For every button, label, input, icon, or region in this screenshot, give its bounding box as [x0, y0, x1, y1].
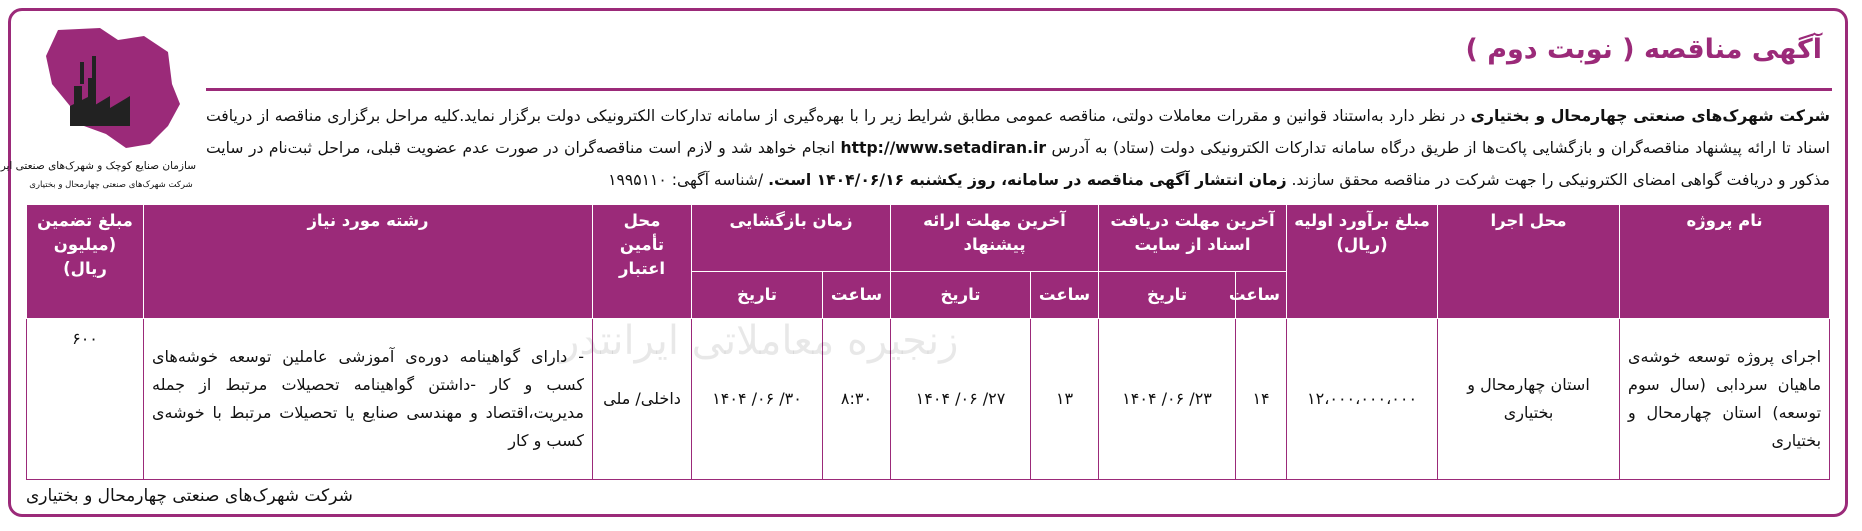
- subheader-cell: ساعت: [1229, 271, 1288, 319]
- receive-time: ۱۴: [1235, 318, 1288, 480]
- logo-company: شرکت شهرک‌های صنعتی چهارمحال و بختیاری: [29, 180, 193, 190]
- intro-text: انجام خواهد شد و لازم است مناقصه‌گران در…: [206, 139, 1830, 189]
- header-cell: مبلغ تضمین (میلیون ریال): [26, 204, 144, 319]
- header-cell: آخرین مهلت دریافت اسناد از سایت: [1098, 204, 1288, 272]
- header-cell: زمان بازگشایی: [690, 204, 892, 272]
- funding: داخلی/ ملی: [592, 318, 692, 480]
- open-time: ۸:۳۰: [822, 318, 892, 480]
- header-cell: محل اجرا: [1437, 204, 1621, 319]
- subheader-cell: تاریخ: [890, 271, 1032, 319]
- receive-date: ۱۴۰۴ /۰۶ /۲۳: [1098, 318, 1237, 480]
- intro-text: در نظر دارد به‌استناد قوانین و مقررات مع…: [206, 107, 1831, 157]
- data-row: اجرای پروژه توسعه خوشه‌ی ماهیان سردابی (…: [26, 318, 1831, 480]
- header-cell: مبلغ برآورد اولیه (ریال): [1286, 204, 1439, 319]
- tender-table: نام پروژه محل اجرا مبلغ برآورد اولیه (ری…: [26, 204, 1831, 480]
- logo-org: سازمان صنایع کوچک و شهرک‌های صنعتی ایران: [0, 160, 196, 172]
- header-cell: نام پروژه: [1619, 204, 1831, 319]
- header-row: نام پروژه محل اجرا مبلغ برآورد اولیه (ری…: [26, 204, 1831, 319]
- intro-publish: زمان انتشار آگهی مناقصه در سامانه، روز ی…: [768, 171, 1287, 189]
- project-name: اجرای پروژه توسعه خوشه‌ی ماهیان سردابی (…: [1619, 318, 1831, 480]
- submit-date: ۱۴۰۴ /۰۶ /۲۷: [890, 318, 1032, 480]
- intro-text: /شناسه آگهی: ۱۹۹۵۱۱۰: [608, 171, 769, 189]
- submit-time: ۱۳: [1030, 318, 1100, 480]
- location: استان چهارمحال و بختیاری: [1437, 318, 1621, 480]
- guarantee: ۶۰۰: [26, 318, 144, 480]
- header-cell: آخرین مهلت ارائه پیشنهاد: [890, 204, 1100, 272]
- requirements: - دارای گواهینامه دوره‌ی آموزشی عاملین ت…: [143, 318, 593, 480]
- logo: [46, 28, 180, 148]
- subheader-cell: ساعت: [1030, 271, 1100, 319]
- header-cell: رشته مورد نیاز: [143, 204, 593, 319]
- open-date: ۱۴۰۴ /۰۶ /۳۰: [690, 318, 824, 480]
- subheader-row: ساعت تاریخ ساعت تاریخ ساعت تاریخ: [27, 271, 1830, 319]
- footer: شرکت شهرک‌های صنعتی چهارمحال و بختیاری: [26, 486, 353, 506]
- intro-company: شرکت شهرک‌های صنعتی چهارمحال و بختیاری: [1470, 107, 1830, 125]
- notice-title: آگهی مناقصه ( نوبت دوم ): [1465, 34, 1822, 65]
- title-rule: [206, 88, 1832, 91]
- subheader-cell: تاریخ: [690, 271, 824, 319]
- subheader-cell: ساعت: [822, 271, 892, 319]
- subheader-cell: تاریخ: [1098, 271, 1237, 319]
- intro-url: http://www.setadiran.ir: [840, 139, 1047, 157]
- header-cell: محل تأمین اعتبار: [592, 204, 692, 319]
- estimate: ۱۲،۰۰۰،۰۰۰،۰۰۰: [1286, 318, 1439, 480]
- intro-paragraph: شرکت شهرک‌های صنعتی چهارمحال و بختیاری د…: [206, 100, 1830, 196]
- logo-factory: [70, 56, 130, 126]
- logo-map: [46, 28, 180, 148]
- border-frame: [8, 8, 1848, 517]
